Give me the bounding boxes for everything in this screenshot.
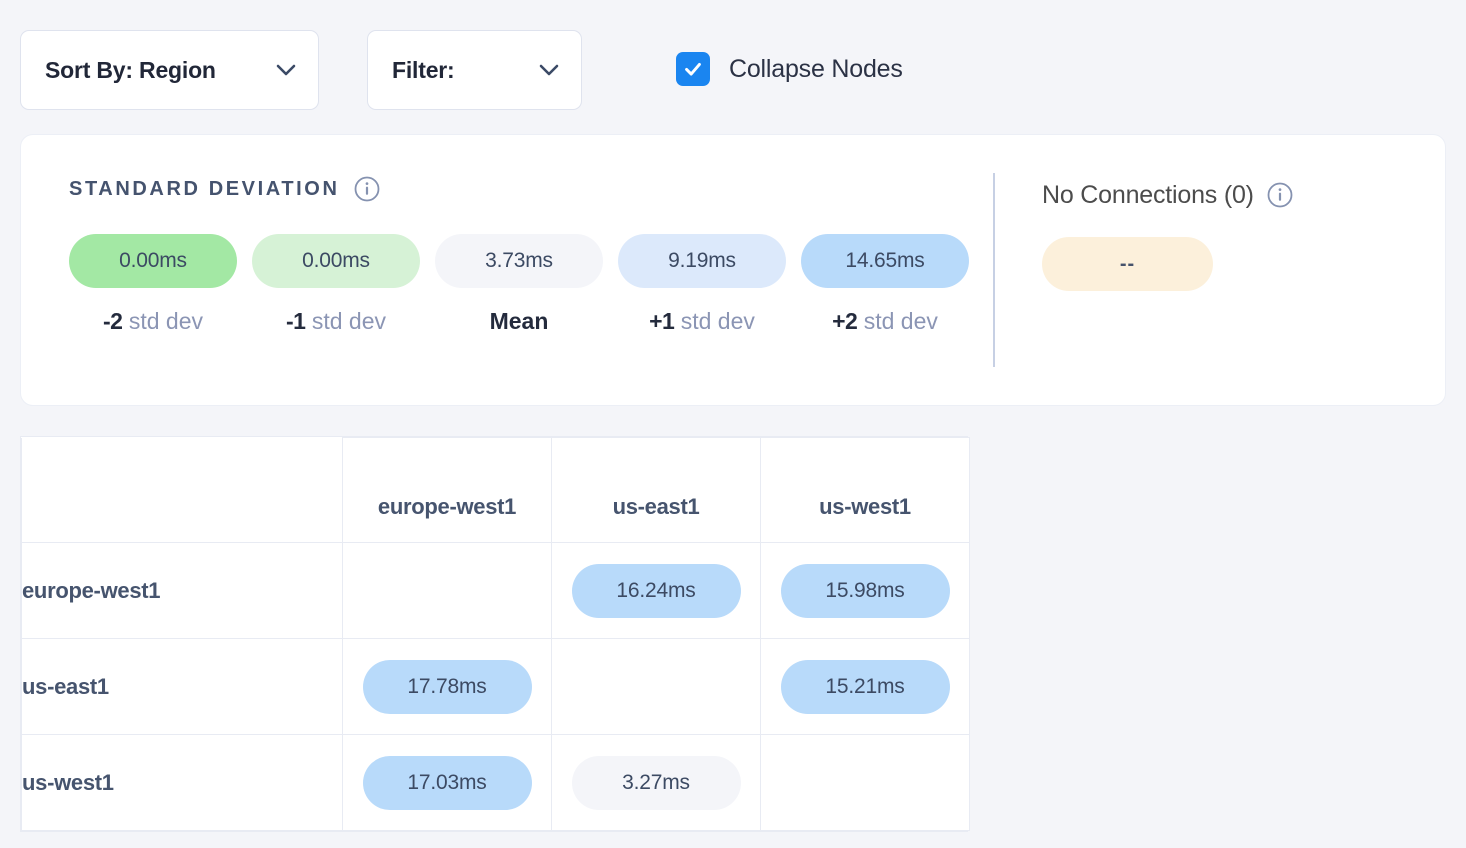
matrix-cell[interactable]: 15.21ms — [760, 638, 970, 735]
column-header: us-west1 — [760, 437, 970, 543]
info-icon[interactable] — [354, 176, 380, 202]
stddev-bucket: 14.65ms +2 std dev — [801, 234, 969, 335]
matrix-cell[interactable]: 16.24ms — [551, 542, 761, 639]
stddev-bucket: 0.00ms -2 std dev — [69, 234, 237, 335]
matrix-cell[interactable]: 15.98ms — [760, 542, 970, 639]
stddev-bucket: 9.19ms +1 std dev — [618, 234, 786, 335]
column-header: us-east1 — [551, 437, 761, 543]
stddev-bucket-caption-number: -2 — [103, 308, 123, 334]
latency-matrix: europe-west1 us-east1 us-west1 europe-we… — [20, 436, 970, 832]
matrix-cell-value — [572, 660, 741, 714]
matrix-cell-value: 17.03ms — [362, 755, 532, 810]
stddev-bucket-caption: -1 std dev — [252, 308, 420, 335]
matrix-cell-value: 15.98ms — [780, 563, 950, 618]
matrix-cell-value — [363, 564, 532, 618]
matrix-cell-value: 15.21ms — [780, 659, 950, 714]
summary-card: STANDARD DEVIATION 0.00ms -2 std dev 0.0… — [20, 134, 1446, 406]
row-header: us-west1 — [21, 734, 343, 831]
stddev-bucket-caption: +1 std dev — [618, 308, 786, 335]
stddev-bucket-caption-unit: std dev — [305, 308, 386, 334]
no-connections-title: No Connections (0) — [1042, 180, 1254, 209]
toolbar: Sort By: Region Filter: Collapse Nodes — [0, 0, 1466, 128]
collapse-nodes-label: Collapse Nodes — [729, 54, 903, 83]
standard-deviation-scale: 0.00ms -2 std dev 0.00ms -1 std dev 3.73… — [69, 234, 993, 335]
chevron-down-icon — [276, 64, 296, 76]
info-icon[interactable] — [1267, 182, 1293, 208]
matrix-cell[interactable]: 3.27ms — [551, 734, 761, 831]
panel-divider — [993, 173, 995, 367]
chevron-down-icon — [539, 64, 559, 76]
stddev-bucket-caption: Mean — [489, 308, 549, 334]
stddev-bucket-value: 14.65ms — [801, 234, 969, 288]
stddev-bucket-value: 0.00ms — [69, 234, 237, 288]
stddev-bucket-caption-number: +1 — [649, 308, 675, 334]
stddev-bucket-caption-unit: std dev — [674, 308, 755, 334]
matrix-cell[interactable]: 17.78ms — [342, 638, 552, 735]
filter-dropdown-label: Filter: — [392, 56, 455, 83]
matrix-cell[interactable] — [551, 638, 761, 735]
stddev-bucket: 0.00ms -1 std dev — [252, 234, 420, 335]
sort-by-dropdown[interactable]: Sort By: Region — [20, 30, 319, 110]
matrix-cell-value: 16.24ms — [571, 563, 741, 618]
row-header: europe-west1 — [21, 542, 343, 639]
matrix-cell-value — [781, 756, 950, 810]
filter-dropdown[interactable]: Filter: — [367, 30, 582, 110]
stddev-bucket: 3.73ms Mean — [435, 234, 603, 335]
stddev-bucket-caption: +2 std dev — [801, 308, 969, 335]
collapse-nodes-checkbox[interactable] — [676, 52, 710, 86]
stddev-bucket-caption: -2 std dev — [69, 308, 237, 335]
stddev-bucket-value: 0.00ms — [252, 234, 420, 288]
stddev-bucket-caption-number: -1 — [286, 308, 306, 334]
standard-deviation-title: STANDARD DEVIATION — [69, 177, 340, 200]
table-row: us-west1 17.03ms 3.27ms — [21, 734, 970, 831]
matrix-corner-cell — [21, 437, 343, 543]
stddev-bucket-caption-unit: std dev — [122, 308, 203, 334]
standard-deviation-header: STANDARD DEVIATION — [69, 175, 993, 203]
table-header-row: europe-west1 us-east1 us-west1 — [21, 437, 970, 543]
matrix-cell[interactable]: 17.03ms — [342, 734, 552, 831]
stddev-bucket-caption-unit: std dev — [857, 308, 938, 334]
no-connections-pill: -- — [1042, 237, 1213, 291]
stddev-bucket-value: 3.73ms — [435, 234, 603, 288]
matrix-cell[interactable] — [760, 734, 970, 831]
check-icon — [685, 62, 701, 76]
no-connections-header: No Connections (0) — [1042, 180, 1445, 210]
matrix-cell[interactable] — [342, 542, 552, 639]
column-header: europe-west1 — [342, 437, 552, 543]
row-header: us-east1 — [21, 638, 343, 735]
matrix-cell-value: 17.78ms — [362, 659, 532, 714]
stddev-bucket-caption-number: +2 — [832, 308, 858, 334]
matrix-cell-value: 3.27ms — [571, 755, 741, 810]
stddev-bucket-value: 9.19ms — [618, 234, 786, 288]
collapse-nodes-toggle[interactable]: Collapse Nodes — [676, 52, 903, 86]
table-row: us-east1 17.78ms 15.21ms — [21, 638, 970, 735]
sort-by-dropdown-label: Sort By: Region — [45, 56, 216, 83]
table-row: europe-west1 16.24ms 15.98ms — [21, 542, 970, 639]
no-connections-panel: No Connections (0) -- — [995, 135, 1445, 405]
standard-deviation-panel: STANDARD DEVIATION 0.00ms -2 std dev 0.0… — [21, 135, 993, 405]
